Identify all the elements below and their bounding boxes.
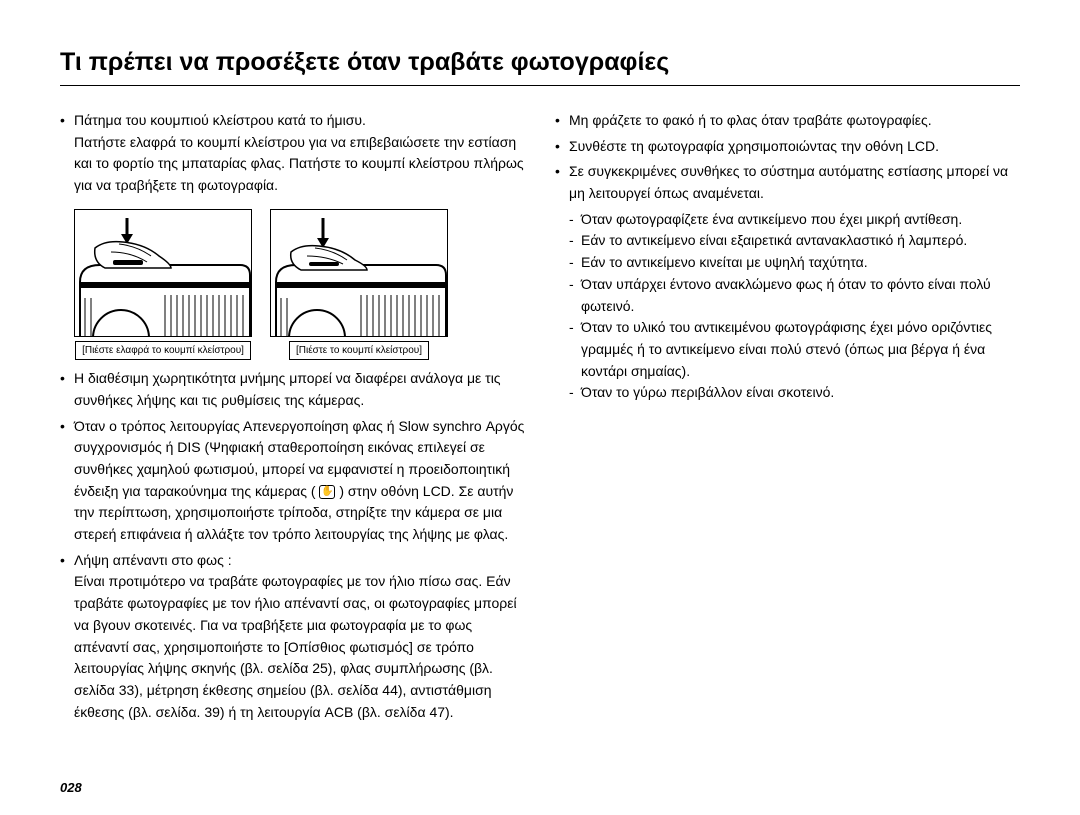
bullet-memory: • Η διαθέσιμη χωρητικότητα μνήμης μπορεί… [60,368,525,411]
dash: - [569,317,581,382]
caption-1: [Πιέστε ελαφρά το κουμπί κλείστρου] [75,341,251,361]
content-columns: • Πάτημα του κουμπιού κλείστρου κατά το … [60,110,1020,727]
dash: - [569,274,581,317]
dash: - [569,382,581,404]
sub-horizontal-lines: - Όταν το υλικό του αντικειμένου φωτογρά… [569,317,1020,382]
bullet-dot: • [60,368,74,411]
sub-text: Όταν υπάρχει έντονο ανακλώμενο φως ή ότα… [581,274,1020,317]
right-column: • Μη φράζετε το φακό ή το φλας όταν τραβ… [555,110,1020,727]
illustration-half-press [74,209,252,337]
sub-text: Όταν το γύρω περιβάλλον είναι σκοτεινό. [581,382,1020,404]
sub-reflective: - Εάν το αντικείμενο είναι εξαιρετικά αν… [569,230,1020,252]
dash: - [569,209,581,231]
text: Πατήστε ελαφρά το κουμπί κλείστρου για ν… [74,134,524,193]
bullet-text: Μη φράζετε το φακό ή το φλας όταν τραβάτ… [569,110,1020,132]
text: Είναι προτιμότερο να τραβάτε φωτογραφίες… [74,573,517,719]
bullet-text: Πάτημα του κουμπιού κλείστρου κατά το ήμ… [74,110,525,197]
sub-bright-bg: - Όταν υπάρχει έντονο ανακλώμενο φως ή ό… [569,274,1020,317]
page-number: 028 [60,780,82,795]
bullet-dot: • [555,110,569,132]
sub-fast-moving: - Εάν το αντικείμενο κινείται με υψηλή τ… [569,252,1020,274]
bullet-af-conditions: • Σε συγκεκριμένες συνθήκες το σύστημα α… [555,161,1020,204]
figure-2: [Πιέστε το κουμπί κλείστρου] [270,209,448,361]
sub-text: Όταν φωτογραφίζετε ένα αντικείμενο που έ… [581,209,1020,231]
bullet-dot: • [555,136,569,158]
text: Λήψη απέναντι στο φως : [74,552,232,568]
bullet-dot: • [60,110,74,197]
bullet-text: Όταν ο τρόπος λειτουργίας Απενεργοποίηση… [74,416,525,546]
dash: - [569,230,581,252]
bullet-dot: • [60,550,74,724]
bullet-backlight: • Λήψη απέναντι στο φως : Είναι προτιμότ… [60,550,525,724]
dash: - [569,252,581,274]
sub-text: Εάν το αντικείμενο κινείται με υψηλή ταχ… [581,252,1020,274]
bullet-text: Συνθέστε τη φωτογραφία χρησιμοποιώντας τ… [569,136,1020,158]
sub-low-contrast: - Όταν φωτογραφίζετε ένα αντικείμενο που… [569,209,1020,231]
bullet-text: Λήψη απέναντι στο φως : Είναι προτιμότερ… [74,550,525,724]
bullet-shutter-half: • Πάτημα του κουμπιού κλείστρου κατά το … [60,110,525,197]
left-column: • Πάτημα του κουμπιού κλείστρου κατά το … [60,110,525,727]
bullet-text: Σε συγκεκριμένες συνθήκες το σύστημα αυτ… [569,161,1020,204]
sub-text: Εάν το αντικείμενο είναι εξαιρετικά αντα… [581,230,1020,252]
bullet-flash-warning: • Όταν ο τρόπος λειτουργίας Απενεργοποίη… [60,416,525,546]
bullet-block-lens: • Μη φράζετε το φακό ή το φλας όταν τραβ… [555,110,1020,132]
bullet-dot: • [555,161,569,204]
caption-2: [Πιέστε το κουμπί κλείστρου] [289,341,429,361]
bullet-dot: • [60,416,74,546]
camera-shake-icon: ✋ [319,485,335,499]
figure-row: [Πιέστε ελαφρά το κουμπί κλείστρου] [74,209,525,361]
sub-text: Όταν το υλικό του αντικειμένου φωτογράφι… [581,317,1020,382]
figure-1: [Πιέστε ελαφρά το κουμπί κλείστρου] [74,209,252,361]
text: Πάτημα του κουμπιού κλείστρου κατά το ήμ… [74,112,366,128]
bullet-text: Η διαθέσιμη χωρητικότητα μνήμης μπορεί ν… [74,368,525,411]
illustration-full-press [270,209,448,337]
sub-dark-env: - Όταν το γύρω περιβάλλον είναι σκοτεινό… [569,382,1020,404]
page-title: Τι πρέπει να προσέξετε όταν τραβάτε φωτο… [60,48,1020,86]
bullet-compose-lcd: • Συνθέστε τη φωτογραφία χρησιμοποιώντας… [555,136,1020,158]
